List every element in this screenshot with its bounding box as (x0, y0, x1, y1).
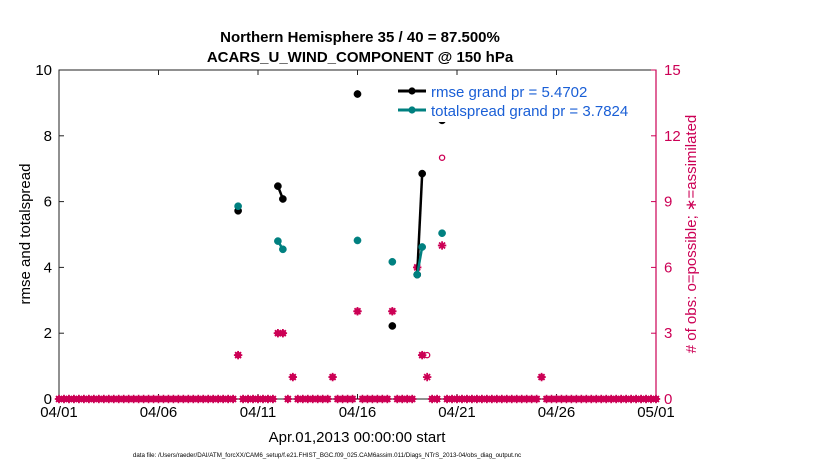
legend-label-rmse: rmse grand pr = 5.4702 (431, 84, 587, 101)
legend-marker-rmse (408, 87, 416, 95)
y-tick-label-right: 9 (664, 194, 672, 211)
y-tick-label-left: 6 (44, 194, 52, 211)
y-axis-label-left: rmse and totalspread (17, 164, 34, 305)
obs-assimilated-marker (278, 329, 288, 338)
obs-assimilated-marker (328, 372, 337, 382)
series-point-totalspread (388, 257, 397, 266)
obs-assimilated-marker (383, 394, 392, 404)
series-point-totalspread (438, 229, 446, 238)
legend-box (392, 82, 650, 122)
series-point-totalspread (353, 236, 362, 245)
obs-assimilated-marker (651, 394, 661, 404)
series-point-totalspread (234, 202, 242, 211)
x-tick-label: 04/26 (538, 404, 576, 421)
y-axis-left: 0 2 4 6 8 10 (35, 62, 64, 408)
y-axis-label-right: # of obs: o=possible; ∗=assimilated (683, 115, 700, 354)
x-tick-label: 04/06 (140, 404, 178, 421)
y-tick-label-left: 4 (44, 259, 52, 276)
legend-marker-totalspread (408, 106, 416, 114)
obs-assimilated-marker (233, 350, 243, 360)
obs-assimilated-marker (408, 394, 417, 404)
y-tick-label-left: 0 (44, 391, 52, 408)
series-point-rmse (279, 195, 287, 203)
obs-assimilated-marker (228, 394, 238, 404)
series-point-totalspread (418, 243, 427, 251)
x-tick-label: 04/21 (438, 404, 476, 421)
series-segment-rmse (415, 173, 424, 275)
x-axis-label: Apr.01,2013 00:00:00 start (269, 429, 447, 446)
series-segment-totalspread (415, 246, 424, 275)
obs-possible-marker (438, 154, 446, 161)
plot-frame (58, 69, 657, 400)
series-point-rmse (388, 322, 397, 330)
x-tick-label: 04/16 (339, 404, 377, 421)
obs-assimilated-marker (432, 394, 442, 404)
series-point-totalspread (413, 270, 422, 279)
obs-assimilated-marker (353, 307, 362, 316)
data-file-footer: data file: /Users/raeder/DAI/ATM_forcXX/… (133, 452, 521, 459)
obs-assimilated-marker (268, 394, 278, 404)
x-tick-label: 05/01 (637, 404, 675, 421)
obs-assimilated-marker (532, 394, 541, 404)
obs-assimilated-marker (417, 350, 427, 360)
chart-title-line1: Northern Hemisphere 35 / 40 = 87.500% (220, 29, 500, 46)
obs-assimilated-marker (288, 372, 298, 382)
x-tick-label: 04/11 (240, 404, 276, 421)
y-tick-label-right: 3 (664, 325, 672, 342)
obs-assimilated-marker (283, 394, 293, 404)
y-tick-label-right: 12 (664, 128, 681, 145)
series-point-rmse (353, 90, 362, 98)
obs-count-markers (54, 154, 661, 404)
legend: rmse grand pr = 5.4702 totalspread grand… (392, 82, 650, 122)
y-tick-label-left: 8 (44, 128, 52, 145)
series-point-totalspread (274, 237, 282, 245)
legend-label-totalspread: totalspread grand pr = 3.7824 (431, 103, 628, 120)
y-tick-label-right: 6 (664, 259, 672, 276)
y-tick-label-left: 2 (44, 325, 52, 342)
chart-title-line2: ACARS_U_WIND_COMPONENT @ 150 hPa (207, 49, 514, 66)
y-tick-label-right: 15 (664, 62, 681, 79)
obs-assimilated-marker (388, 307, 397, 316)
series-point-rmse (274, 182, 282, 190)
y-tick-label-left: 10 (35, 62, 52, 79)
obs-assimilated-marker (422, 372, 432, 382)
obs-assimilated-marker (348, 394, 357, 404)
y-axis-right: 0 3 6 9 12 15 (651, 62, 681, 408)
obs-assimilated-marker (437, 241, 447, 250)
obs-assimilated-marker (537, 372, 546, 382)
obs-assimilated-marker (323, 394, 332, 404)
x-tick-label: 04/01 (40, 404, 78, 421)
y-tick-label-right: 0 (664, 391, 672, 408)
series-point-rmse (418, 169, 427, 178)
series-point-totalspread (279, 245, 287, 254)
